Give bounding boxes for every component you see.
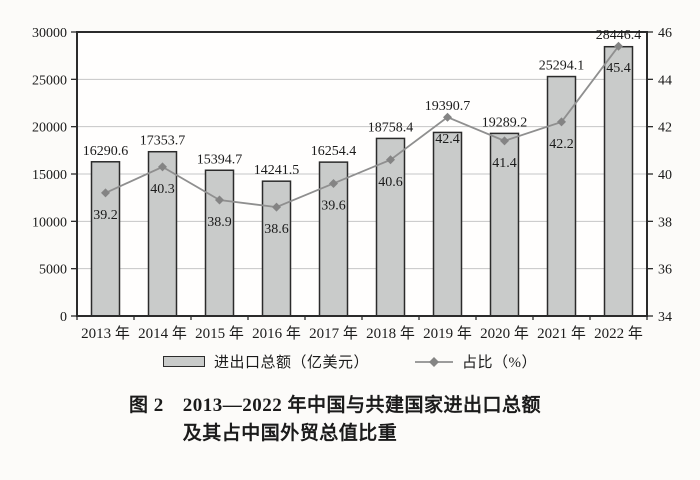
pct-value-label: 40.3 — [150, 182, 175, 197]
pct-value-label: 40.6 — [378, 175, 403, 190]
bar — [603, 45, 634, 317]
y-axis-label-right: 44 — [658, 73, 672, 88]
combo-chart-svg: 0 5000 10000 15000 20000 25000 30000 34 36 38 40 42… — [32, 26, 672, 342]
legend-item-bar-series: 进出口总额（亿美元） — [162, 351, 369, 372]
x-axis-label: 2013 年 — [81, 325, 130, 342]
x-axis-label: 2016 年 — [252, 325, 301, 342]
trend-marker — [329, 178, 338, 188]
x-axis-label: 2018 年 — [366, 325, 415, 342]
x-axis-label: 2020 年 — [480, 325, 529, 342]
y-axis-label-left: 20000 — [32, 121, 67, 136]
y-axis-label-left: 25000 — [32, 73, 67, 88]
figure-caption-number: 图 2 — [129, 395, 164, 416]
y-axis-label-left: 30000 — [32, 26, 67, 41]
x-axis-label: 2022 年 — [594, 325, 643, 342]
trend-marker — [386, 155, 395, 165]
bar-value-label: 17353.7 — [140, 134, 186, 149]
trend-marker — [215, 195, 224, 205]
legend-item-line-series: 占比（%） — [415, 351, 537, 372]
bar — [204, 169, 235, 317]
y-axis-label-right: 40 — [658, 168, 672, 183]
trend-marker — [614, 41, 623, 51]
y-axis-label-right: 36 — [658, 263, 672, 278]
bar-value-label: 16254.4 — [311, 144, 357, 159]
bar — [90, 161, 121, 317]
figure-caption: 图 2 2013—2022 年中国与共建国家进出口总额 及其占中国外贸总值比重 — [129, 392, 541, 448]
pct-value-label: 42.2 — [549, 137, 574, 152]
bar-value-label: 18758.4 — [368, 120, 414, 135]
y-axis-label-right: 46 — [658, 26, 672, 41]
y-axis-label-right: 34 — [658, 310, 672, 325]
x-axis-label: 2015 年 — [195, 325, 244, 342]
bar-value-label: 28446.4 — [596, 28, 642, 43]
bar-value-label: 16290.6 — [83, 144, 129, 159]
pct-value-label: 45.4 — [606, 61, 631, 76]
trend-marker — [443, 112, 452, 122]
bar-value-label: 25294.1 — [539, 59, 585, 74]
x-axis-label: 2017 年 — [309, 325, 358, 342]
pct-value-label: 38.6 — [264, 222, 289, 237]
pct-value-label: 38.9 — [207, 215, 232, 230]
x-axis-label: 2021 年 — [537, 325, 586, 342]
trend-marker — [557, 117, 566, 127]
y-axis-label-left: 5000 — [39, 263, 67, 278]
trend-marker — [158, 162, 167, 172]
bar — [546, 75, 577, 317]
y-axis-label-left: 15000 — [32, 168, 67, 183]
bar-value-label: 19390.7 — [425, 99, 471, 114]
pct-value-label: 42.4 — [435, 132, 460, 147]
legend-line-label: 占比（%） — [462, 355, 537, 371]
trend-marker — [500, 136, 509, 146]
combo-chart: 0 5000 10000 15000 20000 25000 30000 34 36 38 40 42… — [32, 26, 672, 342]
chart-legend: 进出口总额（亿美元） 占比（%） — [0, 351, 700, 372]
pct-value-label: 39.2 — [93, 208, 118, 223]
trend-line — [105, 45, 620, 209]
pct-value-label: 39.6 — [321, 198, 346, 213]
bar — [261, 180, 292, 317]
y-axis-label-left: 10000 — [32, 215, 67, 230]
pct-value-label: 41.4 — [492, 156, 517, 171]
x-axis-label: 2019 年 — [423, 325, 472, 342]
bar — [432, 131, 463, 317]
y-axis-label-right: 38 — [658, 215, 672, 230]
figure-caption-text: 2013—2022 年中国与共建国家进出口总额 及其占中国外贸总值比重 — [183, 392, 541, 448]
bar — [147, 150, 178, 317]
trend-marker — [272, 202, 281, 212]
line-diamond-swatch-icon — [415, 356, 453, 367]
bar-value-label: 15394.7 — [197, 152, 243, 167]
y-axis-label-right: 42 — [658, 121, 672, 136]
figure-caption-line2: 及其占中国外贸总值比重 — [182, 423, 398, 444]
y-axis-label-left: 0 — [60, 310, 67, 325]
x-axis-label: 2014 年 — [138, 325, 187, 342]
bar-value-label: 14241.5 — [254, 163, 300, 178]
trend-marker — [101, 188, 110, 198]
legend-bar-label: 进出口总额（亿美元） — [213, 355, 369, 371]
bar-swatch-icon — [162, 356, 205, 367]
bar — [375, 137, 406, 317]
figure-caption-line1: 2013—2022 年中国与共建国家进出口总额 — [182, 395, 542, 416]
bar-value-label: 19289.2 — [482, 115, 528, 130]
